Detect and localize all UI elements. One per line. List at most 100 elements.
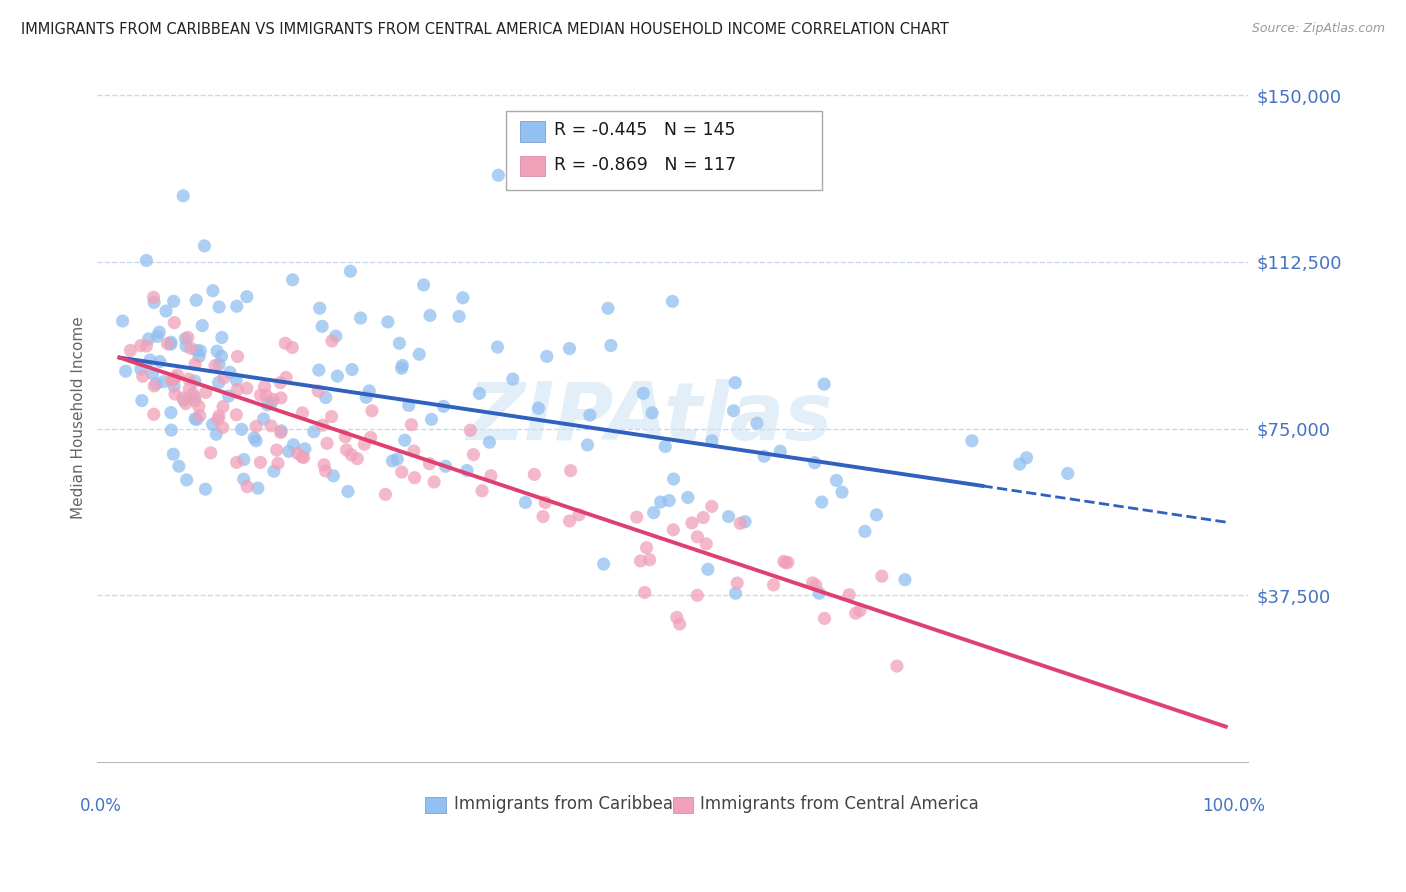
Point xyxy=(274,336,297,351)
Point xyxy=(315,464,337,478)
Point xyxy=(676,491,699,505)
Point xyxy=(456,463,478,477)
Point xyxy=(188,409,211,423)
Point xyxy=(801,576,824,591)
Point xyxy=(412,277,434,292)
Point xyxy=(281,341,304,355)
Point xyxy=(177,330,200,344)
Point xyxy=(432,400,454,414)
Point xyxy=(253,379,276,393)
Point xyxy=(681,516,703,530)
Point xyxy=(592,557,614,571)
Point xyxy=(725,576,748,591)
Point xyxy=(142,407,165,421)
Point xyxy=(270,391,292,405)
Point xyxy=(321,334,343,348)
FancyBboxPatch shape xyxy=(506,111,823,190)
Point xyxy=(225,299,247,313)
Point xyxy=(225,373,247,387)
Point xyxy=(762,578,785,592)
Point xyxy=(374,487,396,501)
Point xyxy=(114,364,136,378)
Point xyxy=(291,406,314,420)
Text: R = -0.445   N = 145: R = -0.445 N = 145 xyxy=(554,121,735,139)
Point xyxy=(262,392,284,407)
Point xyxy=(825,474,848,488)
Point xyxy=(174,339,197,353)
Point xyxy=(643,506,665,520)
Point xyxy=(156,336,179,351)
Point xyxy=(700,500,723,514)
Point xyxy=(813,611,835,625)
Point xyxy=(381,454,404,468)
Point xyxy=(212,371,235,385)
Point xyxy=(270,424,292,438)
Text: IMMIGRANTS FROM CARIBBEAN VS IMMIGRANTS FROM CENTRAL AMERICA MEDIAN HOUSEHOLD IN: IMMIGRANTS FROM CARIBBEAN VS IMMIGRANTS … xyxy=(21,22,949,37)
Point xyxy=(668,617,690,632)
Point xyxy=(853,524,876,539)
Point xyxy=(404,470,426,484)
Point xyxy=(724,376,747,390)
Point xyxy=(186,293,208,308)
Point xyxy=(314,458,336,472)
Point xyxy=(579,408,602,422)
Point xyxy=(184,411,207,425)
Point xyxy=(187,400,209,414)
Point xyxy=(1015,450,1038,465)
Point xyxy=(326,369,349,384)
Point xyxy=(634,585,657,599)
Point xyxy=(236,480,259,494)
Point xyxy=(226,383,249,397)
Point xyxy=(225,455,247,469)
Point xyxy=(831,485,853,500)
Point xyxy=(354,390,377,404)
Point xyxy=(658,493,681,508)
Point xyxy=(208,357,231,371)
Point xyxy=(353,437,375,451)
Point xyxy=(686,588,709,602)
Point xyxy=(184,374,207,388)
Point xyxy=(894,573,917,587)
Point xyxy=(776,555,799,569)
Point xyxy=(131,393,153,408)
Point xyxy=(160,406,183,420)
Point xyxy=(135,339,157,353)
Point xyxy=(211,349,233,363)
Point xyxy=(339,264,361,278)
Point xyxy=(232,452,254,467)
Point xyxy=(218,389,240,403)
Y-axis label: Median Household Income: Median Household Income xyxy=(72,317,86,519)
Point xyxy=(630,554,652,568)
Point xyxy=(205,427,228,442)
Point xyxy=(423,475,446,489)
Point xyxy=(463,448,485,462)
Point xyxy=(662,523,685,537)
Point xyxy=(245,419,267,434)
Point xyxy=(173,393,195,408)
Text: Source: ZipAtlas.com: Source: ZipAtlas.com xyxy=(1251,22,1385,36)
Point xyxy=(208,300,231,314)
Point xyxy=(174,397,197,411)
Point xyxy=(527,401,550,416)
Point xyxy=(205,344,228,359)
Point xyxy=(775,556,797,570)
Point xyxy=(166,368,188,382)
Point xyxy=(486,340,509,354)
Text: R = -0.869   N = 117: R = -0.869 N = 117 xyxy=(554,155,737,174)
Point xyxy=(596,301,619,316)
Point xyxy=(388,336,411,351)
Point xyxy=(183,390,205,404)
Point xyxy=(266,443,288,458)
Point xyxy=(307,384,329,398)
Point xyxy=(281,273,304,287)
Point xyxy=(254,388,277,402)
Point xyxy=(692,510,714,524)
Point xyxy=(335,442,357,457)
Point xyxy=(231,422,253,436)
Text: 0.0%: 0.0% xyxy=(80,797,122,814)
Point xyxy=(849,603,872,617)
Point xyxy=(599,338,621,352)
Point xyxy=(458,423,481,437)
Point xyxy=(160,373,183,387)
Point xyxy=(391,359,413,373)
